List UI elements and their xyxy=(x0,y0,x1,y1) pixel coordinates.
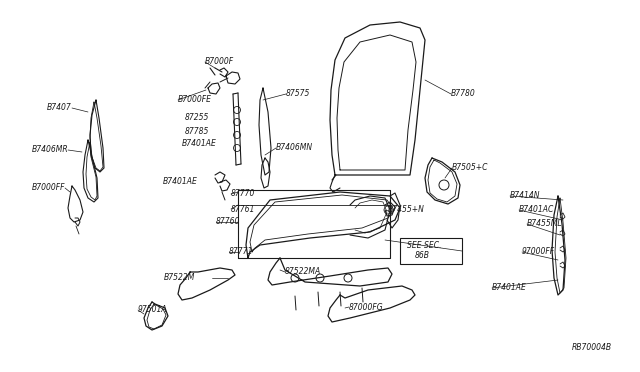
Text: 87760: 87760 xyxy=(216,218,241,227)
Text: B7401AC: B7401AC xyxy=(519,205,554,215)
Text: B7455ML: B7455ML xyxy=(527,219,563,228)
Text: 97501A: 97501A xyxy=(138,305,168,314)
Text: 87255: 87255 xyxy=(185,113,209,122)
Text: 87761: 87761 xyxy=(231,205,255,214)
Text: B7401AE: B7401AE xyxy=(492,283,527,292)
Text: B7522M: B7522M xyxy=(164,273,195,282)
Text: 87522MA: 87522MA xyxy=(285,267,321,276)
Text: B7406MR: B7406MR xyxy=(31,145,68,154)
Text: B7000FF: B7000FF xyxy=(31,183,65,192)
Text: B7401AE: B7401AE xyxy=(163,176,198,186)
Text: 87785: 87785 xyxy=(185,126,209,135)
Text: 87770: 87770 xyxy=(231,189,255,199)
Text: B7407: B7407 xyxy=(47,103,72,112)
Text: 86B: 86B xyxy=(415,251,430,260)
Text: 87000FG: 87000FG xyxy=(349,302,383,311)
Text: 97000FF: 97000FF xyxy=(522,247,555,257)
Text: B7780: B7780 xyxy=(451,90,476,99)
Text: B7000FE: B7000FE xyxy=(178,96,212,105)
Text: B7414N: B7414N xyxy=(510,192,541,201)
Text: B7406MN: B7406MN xyxy=(276,144,313,153)
Text: B7505+C: B7505+C xyxy=(452,164,488,173)
Text: 87575: 87575 xyxy=(286,90,310,99)
Text: B7000F: B7000F xyxy=(205,58,234,67)
Text: SEE SEC.: SEE SEC. xyxy=(407,241,442,250)
Text: B7455+N: B7455+N xyxy=(388,205,425,215)
Text: 87771: 87771 xyxy=(229,247,253,257)
Text: RB70004B: RB70004B xyxy=(572,343,612,352)
Text: B7401AE: B7401AE xyxy=(182,140,217,148)
Bar xyxy=(400,238,462,264)
